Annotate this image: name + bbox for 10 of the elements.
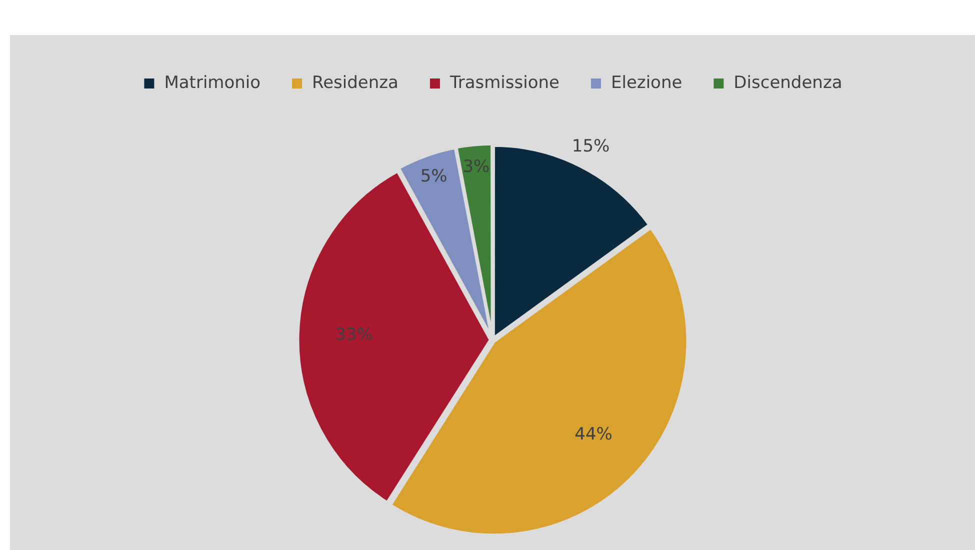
legend-label: Residenza [312,72,398,93]
legend-label: Discendenza [734,72,842,93]
data-label: 44% [574,424,612,444]
data-label: 3% [462,156,490,177]
legend-label: Matrimonio [164,72,261,93]
data-label: 15% [572,136,610,157]
data-label: 33% [335,325,373,346]
legend-label: Elezione [610,72,682,93]
legend-label: Trasmissione [448,72,560,93]
data-label: 5% [420,166,448,186]
